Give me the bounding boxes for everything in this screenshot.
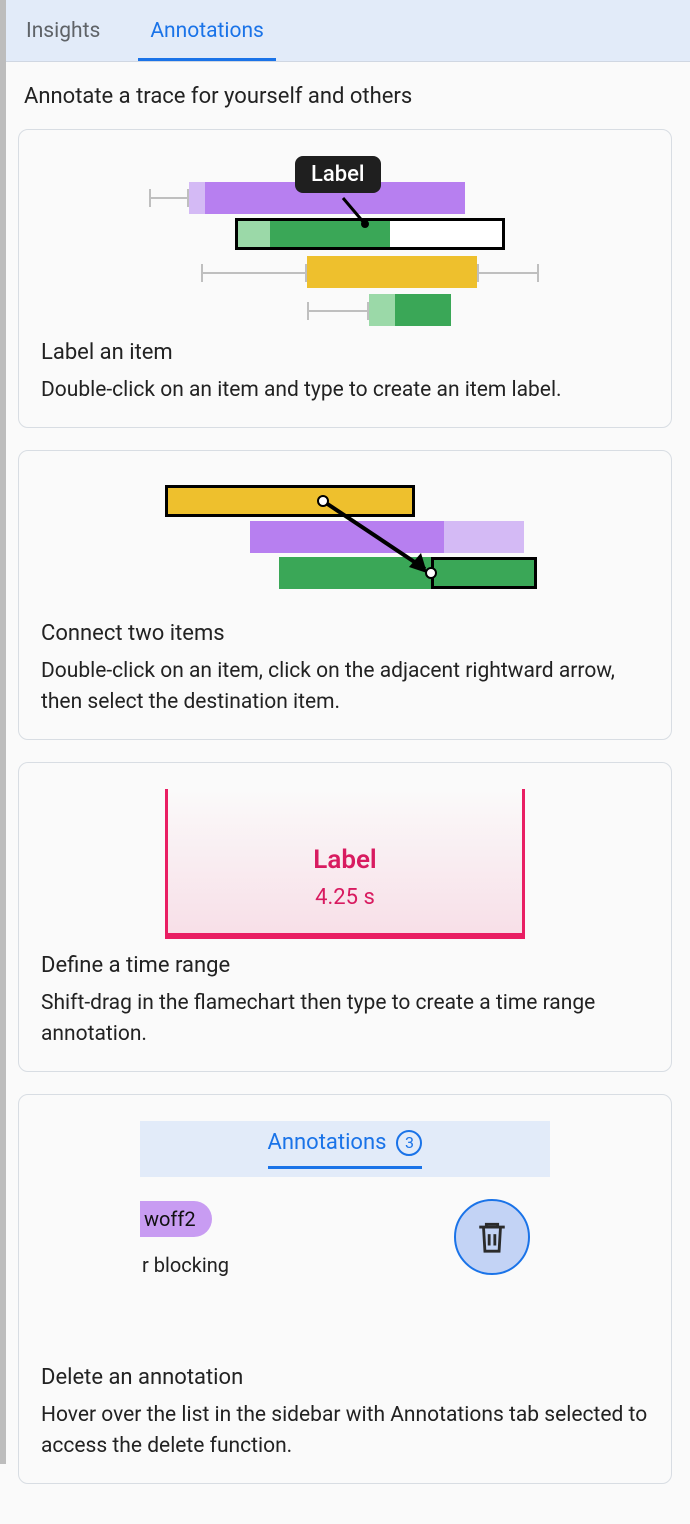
whisker-icon xyxy=(307,302,369,320)
card-time-range-heading: Define a time range xyxy=(41,953,649,978)
trash-icon xyxy=(475,1218,509,1256)
whisker-icon xyxy=(201,264,307,282)
card-connect-items-illustration xyxy=(41,469,649,621)
card-label-item-desc: Double-click on an item and type to crea… xyxy=(41,375,649,405)
mini-tab-annotations[interactable]: Annotations 3 xyxy=(268,1130,423,1169)
card-connect-items-heading: Connect two items xyxy=(41,621,649,646)
annotation-chip[interactable]: woff2 xyxy=(140,1201,212,1237)
tooltip-connector xyxy=(145,156,545,256)
card-connect-items-desc: Double-click on an item, click on the ad… xyxy=(41,656,649,717)
range-time: 4.25 s xyxy=(165,885,525,910)
tab-annotations[interactable]: Annotations xyxy=(138,1,276,61)
card-label-item-illustration: Label xyxy=(41,148,649,340)
range-label: Label xyxy=(165,845,525,875)
card-delete-annotation-desc: Hover over the list in the sidebar with … xyxy=(41,1400,649,1461)
page-title: Annotate a trace for yourself and others xyxy=(18,84,672,109)
card-time-range-illustration: Label 4.25 s xyxy=(41,781,649,953)
card-label-item-heading: Label an item xyxy=(41,340,649,365)
whisker-icon xyxy=(477,264,539,282)
content: Annotate a trace for yourself and others… xyxy=(0,62,690,1524)
connector-dot-icon xyxy=(361,220,369,228)
bar-yellow xyxy=(307,256,477,288)
tab-insights[interactable]: Insights xyxy=(14,1,112,61)
mini-tab-bar: Annotations 3 xyxy=(140,1121,550,1177)
card-delete-annotation-illustration: Annotations 3 woff2 r blocking xyxy=(41,1113,649,1365)
delete-button[interactable] xyxy=(454,1199,530,1275)
card-delete-annotation-heading: Delete an annotation xyxy=(41,1365,649,1390)
card-connect-items: Connect two items Double-click on an ite… xyxy=(18,450,672,740)
bar-green-light xyxy=(369,294,395,326)
arrow-icon xyxy=(145,477,545,607)
card-time-range-desc: Shift-drag in the flamechart then type t… xyxy=(41,988,649,1049)
card-delete-annotation: Annotations 3 woff2 r blocking Delete an… xyxy=(18,1094,672,1484)
bar-green xyxy=(395,294,451,326)
left-rail xyxy=(0,0,6,1464)
mini-tab-label: Annotations xyxy=(268,1130,387,1155)
card-time-range: Label 4.25 s Define a time range Shift-d… xyxy=(18,762,672,1072)
annotation-count-badge: 3 xyxy=(396,1130,422,1156)
tab-bar: Insights Annotations xyxy=(0,0,690,62)
card-label-item: Label Label an item Double-click on an i… xyxy=(18,129,672,428)
